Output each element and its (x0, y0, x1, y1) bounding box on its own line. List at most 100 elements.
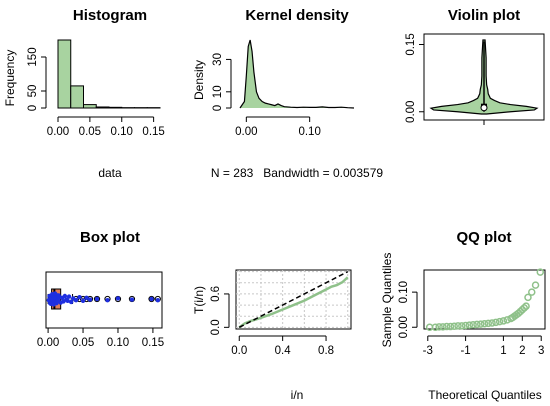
density-y-tick-label: 0 (212, 105, 224, 111)
qqplot-point (431, 323, 440, 331)
qqplot-point (435, 323, 443, 331)
violin-median (480, 104, 488, 112)
histogram-x-tick-label: 0.10 (111, 126, 133, 138)
boxplot-x-tick-label: 0.05 (72, 337, 94, 349)
boxplot-x-tick-label: 0.10 (107, 337, 129, 349)
trace-x-tick-label: 0.0 (231, 345, 247, 357)
density-x-tick-label: 0.10 (298, 126, 320, 138)
trace-x-tick-label: 0.8 (318, 345, 334, 357)
boxplot-jitter-point (80, 298, 86, 303)
qqplot-point (492, 318, 500, 327)
trace-reference-line (238, 271, 349, 328)
boxplot-outlier (148, 295, 155, 303)
qqplot-point (461, 321, 470, 330)
boxplot-jitter-point (65, 298, 70, 303)
boxplot-jitter-point (77, 295, 82, 300)
qqplot-point (469, 321, 477, 329)
histogram-x-tick-label: 0.15 (142, 126, 164, 138)
trace-y-tick-label: 0.6 (210, 286, 222, 302)
qqplot-x-tick-label: -1 (460, 345, 470, 357)
density-xlabel: N = 283 Bandwidth = 0.003579 (211, 166, 383, 180)
density-curve (239, 39, 355, 109)
trace-xlabel: i/n (291, 388, 304, 402)
histogram-y-tick-label: 50 (27, 85, 39, 98)
qqplot-point (522, 302, 530, 310)
boxplot-jitter-point (73, 298, 79, 303)
boxplot-x-tick-label: 0.15 (142, 337, 164, 349)
density-title: Kernel density (245, 7, 349, 24)
trace-x-tick-label: 0.4 (275, 345, 292, 357)
boxplot-jitter-point (84, 295, 89, 300)
qqplot-point (536, 268, 545, 276)
histogram-xlabel: data (98, 166, 122, 180)
qqplot-point (439, 323, 447, 331)
histogram-bar (83, 104, 97, 109)
qqplot-point (524, 293, 532, 302)
boxplot-jitter-point (68, 299, 74, 305)
qqplot-x-tick-label: 3 (538, 345, 544, 357)
qqplot-ylabel: Sample Quantiles (380, 253, 394, 348)
boxplot-jitter-point (56, 293, 61, 298)
boxplot-jitter-point (62, 293, 68, 299)
violin-y-tick-label: 0.15 (405, 33, 417, 55)
histogram-y-tick-label: 0 (27, 105, 39, 111)
boxplot-jitter-point (155, 298, 161, 303)
boxplot-x-tick-label: 0.00 (37, 337, 59, 349)
histogram-x-tick-label: 0.00 (47, 126, 69, 138)
qqplot-point (495, 317, 504, 326)
density-x-tick-label: 0.00 (235, 126, 257, 138)
histogram-bar (108, 106, 123, 109)
chart-marks: 0.00 0.05 0.10 0.15 0 50 150 0.00 0.10 0 10 30 0.00 0… (27, 33, 546, 357)
trace-curve (238, 276, 349, 329)
qqplot-point (528, 288, 536, 296)
trace-y-tick-label: 0.0 (210, 319, 222, 335)
density-ylabel: Density (192, 60, 206, 100)
histogram-bar (57, 39, 72, 109)
qqplot-point (499, 317, 508, 325)
qqplot-title: QQ plot (457, 229, 512, 246)
boxplot-jitter-point (149, 296, 154, 302)
trace-ylabel: T(i/n) (192, 286, 206, 314)
qqplot-point (446, 322, 455, 331)
qqplot-point (484, 319, 493, 328)
histogram-y-tick-label: 150 (27, 47, 39, 66)
qqplot-point (454, 322, 462, 330)
histogram-bar (70, 85, 84, 109)
qqplot-x-tick-label: 1 (500, 345, 506, 357)
boxplot-outlier (93, 295, 101, 303)
qqplot-x-tick-label: -3 (423, 345, 433, 357)
histogram-title: Histogram (73, 7, 147, 24)
qqplot-xlabel: Theoretical Quantiles (428, 388, 541, 402)
histogram-ylabel: Frequency (3, 50, 17, 107)
boxplot-jitter-point (94, 296, 100, 302)
density-y-tick-label: 30 (212, 53, 224, 66)
boxplot-jitter-point (105, 298, 110, 303)
qqplot-point (442, 322, 451, 331)
qqplot-x-tick-label: 2 (519, 345, 525, 357)
density-area (240, 40, 354, 108)
boxplot-title: Box plot (80, 229, 140, 246)
boxplot-jitter-point (52, 291, 58, 296)
histogram-x-tick-label: 0.05 (79, 126, 101, 138)
qqplot-point (458, 322, 466, 330)
qqplot-point (520, 304, 528, 312)
qqplot-y-tick-label: 0.00 (398, 316, 410, 338)
trace-frame (235, 269, 352, 330)
boxplot-jitter-point (87, 297, 93, 302)
qqplot-point (473, 320, 481, 329)
qqplot-frame (423, 269, 546, 330)
boxplot-jitter-point (54, 301, 59, 306)
boxplot-jitter-point (129, 297, 135, 302)
boxplot-jitter-point (66, 294, 72, 299)
qqplot-point (531, 281, 540, 289)
boxplot-jitter-point (115, 296, 121, 301)
qqplot-y-tick-label: 0.10 (398, 281, 410, 303)
qqplot-point (476, 320, 485, 328)
qqplot-point (488, 319, 496, 327)
density-y-tick-label: 10 (212, 85, 224, 98)
qqplot-point (450, 322, 458, 330)
violin-title: Violin plot (448, 7, 520, 24)
violin-y-tick-label: 0.00 (405, 101, 417, 123)
qqplot-point (465, 321, 474, 329)
